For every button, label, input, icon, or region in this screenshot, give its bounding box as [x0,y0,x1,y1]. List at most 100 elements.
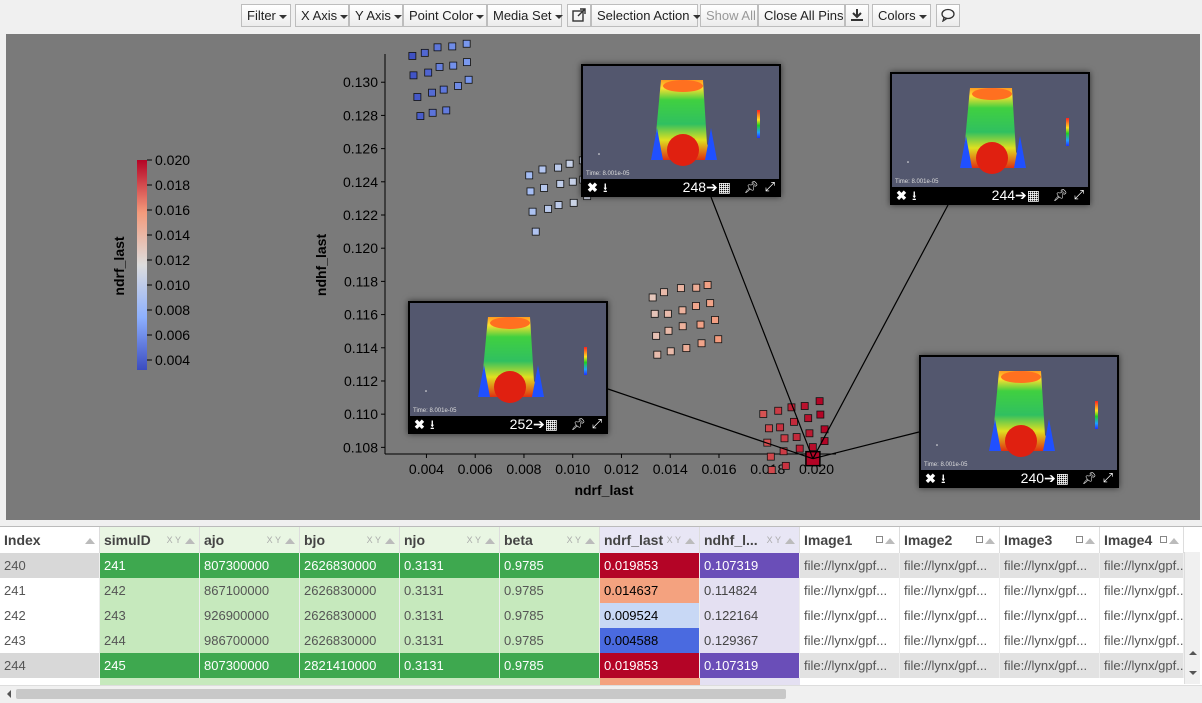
table-cell[interactable]: 2626830000 [300,603,400,628]
column-header[interactable]: Image1 [800,527,900,553]
table-cell[interactable]: 245 [100,653,200,678]
pin-image[interactable]: Time: 8.001e-05 [583,66,779,179]
table-cell[interactable]: 0.9785 [500,653,600,678]
scatter-point[interactable] [779,447,788,456]
scatter-point[interactable] [454,82,462,90]
column-header[interactable]: Image3 [1000,527,1100,553]
scatter-point[interactable] [448,42,457,51]
comment-button[interactable] [936,4,960,27]
scatter-point[interactable] [413,93,422,101]
scatter-point[interactable] [790,417,798,426]
table-cell[interactable]: 0.3131 [400,603,500,628]
close-icon[interactable]: ✖ [896,188,907,203]
download-icon[interactable]: ⭳ [603,180,608,195]
sort-icon[interactable] [885,538,895,544]
scatter-point[interactable] [428,88,436,97]
vertical-scrollbar[interactable] [1184,552,1200,684]
sort-icon[interactable] [185,538,195,544]
scatter-point[interactable] [692,283,701,292]
table-cell[interactable]: 240 [0,553,100,578]
table-cell[interactable]: 807300000 [200,653,300,678]
scatter-point[interactable] [538,165,547,174]
scatter-point[interactable] [653,350,662,359]
column-header[interactable]: Index [0,527,100,553]
image-pin[interactable]: Time: 8.001e-05 ✖ ⭳ 252➔▦ 📌︎ ⤢ [408,301,608,434]
media-toggle-icon[interactable] [1160,536,1167,543]
download-icon[interactable]: ⭳ [430,417,435,432]
sort-icon[interactable] [985,538,995,544]
scatter-point[interactable] [648,293,657,302]
table-cell[interactable]: 0.014637 [600,578,700,603]
xy-axis-toggle[interactable]: X Y [266,535,281,545]
table-cell[interactable]: 0.3131 [400,628,500,653]
scatter-point[interactable] [804,414,813,423]
download-button[interactable] [845,4,869,27]
image-pin[interactable]: Time: 8.001e-05 ✖ ⭳ 244➔▦ 📌︎ ⤢ [890,72,1090,205]
column-header[interactable]: Image4 [1100,527,1184,553]
point-color-dropdown[interactable]: Point Color [403,4,487,27]
table-cell[interactable]: 0.019853 [600,553,700,578]
x-axis-dropdown[interactable]: X Axis [295,4,349,27]
scatter-point[interactable] [652,331,661,340]
table-cell[interactable]: 0.9785 [500,578,600,603]
table-cell[interactable]: 0.129367 [700,628,800,653]
table-cell[interactable]: file://lynx/gpf... [800,578,900,603]
column-header[interactable]: Image2 [900,527,1000,553]
scatter-point[interactable] [766,452,775,461]
xy-axis-toggle[interactable]: X Y [366,535,381,545]
table-cell[interactable]: 2626830000 [300,628,400,653]
scatter-point[interactable] [664,326,673,335]
column-header[interactable]: simulD X Y [100,527,200,553]
horizontal-scrollbar[interactable] [0,685,1202,702]
table-cell[interactable]: file://lynx/gpf... [900,653,1000,678]
scatter-point[interactable] [692,302,700,310]
table-cell[interactable]: 2821410000 [300,653,400,678]
table-cell[interactable]: file://lynx/gpf... [1100,578,1184,603]
image-pin[interactable]: Time: 8.001e-05 ✖ ⭳ 248➔▦ 📌︎ ⤢ [581,64,781,197]
xy-axis-toggle[interactable]: X Y [166,535,181,545]
media-set-dropdown[interactable]: Media Set [487,4,563,27]
scatter-point[interactable] [556,179,565,188]
table-cell[interactable]: 2626830000 [300,578,400,603]
scatter-point[interactable] [781,461,790,470]
scatter-point[interactable] [816,410,825,419]
scatter-point[interactable] [805,429,814,438]
expand-icon[interactable]: ⤢ [764,179,775,194]
sort-icon[interactable] [285,538,295,544]
table-cell[interactable]: 0.3131 [400,578,500,603]
table-cell[interactable]: file://lynx/gpf... [800,653,900,678]
scatter-point[interactable] [544,204,552,213]
table-cell[interactable]: file://lynx/gpf... [900,553,1000,578]
pin-index-label[interactable]: 240➔▦ [1021,470,1069,487]
scatter-point[interactable] [759,410,768,418]
table-cell[interactable]: 807300000 [200,553,300,578]
scatter-point[interactable] [697,339,706,348]
pin-icon[interactable]: 📌︎ [570,417,586,431]
table-cell[interactable]: file://lynx/gpf... [1100,653,1184,678]
table-cell[interactable]: 241 [0,578,100,603]
column-header[interactable]: bjo X Y [300,527,400,553]
table-cell[interactable]: 0.019853 [600,653,700,678]
scatter-point[interactable] [676,284,685,293]
scatter-point[interactable] [650,309,659,318]
scatter-point[interactable] [554,163,562,172]
table-cell[interactable]: 0.3131 [400,553,500,578]
table-cell[interactable]: 243 [100,603,200,628]
scatter-point[interactable] [682,344,691,353]
close-icon[interactable]: ✖ [414,417,425,432]
scatter-point[interactable] [526,187,535,196]
download-icon[interactable]: ⭳ [941,471,946,486]
table-cell[interactable]: 0.9785 [500,628,600,653]
expand-icon[interactable]: ⤢ [591,416,602,431]
sort-icon[interactable] [585,538,595,544]
colors-dropdown[interactable]: Colors [872,4,931,27]
scatter-point[interactable] [531,227,540,236]
scatter-point[interactable] [409,71,418,80]
table-cell[interactable]: 926900000 [200,603,300,628]
media-toggle-icon[interactable] [876,536,883,543]
xy-axis-toggle[interactable]: X Y [566,535,581,545]
sort-icon[interactable] [85,538,95,544]
scatter-point[interactable] [428,108,437,117]
table-cell[interactable]: 0.107319 [700,653,800,678]
pin-image[interactable]: Time: 8.001e-05 [410,303,606,416]
